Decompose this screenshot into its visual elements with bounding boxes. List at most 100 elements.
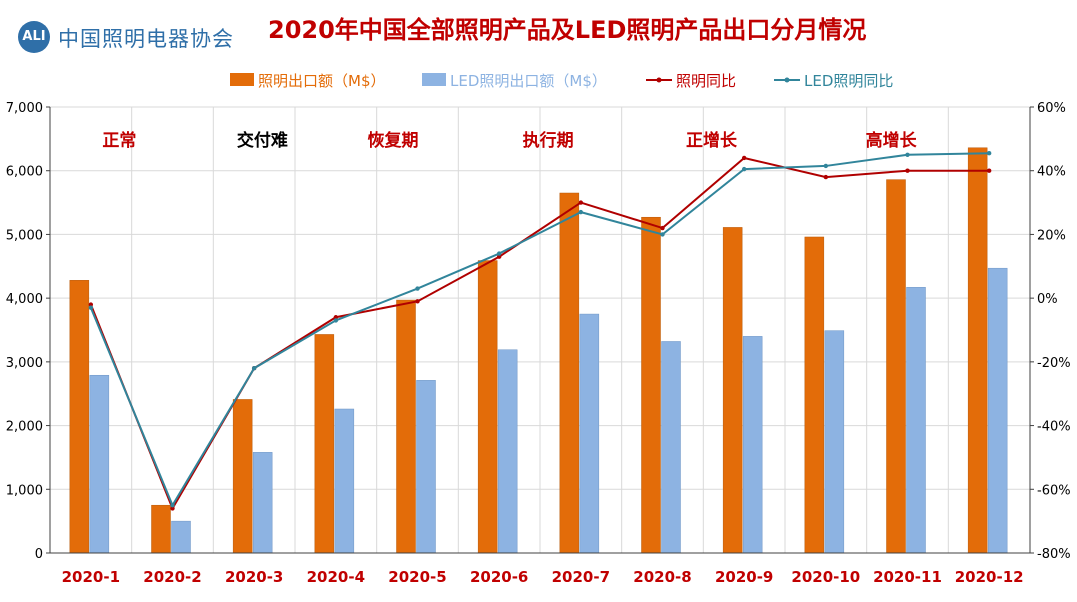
axes: 0 1,000 2,000 3,000 4,000 5,000 6,000 7,000 -80%… bbox=[6, 101, 1071, 586]
left-tick-label: 1,000 bbox=[6, 483, 43, 498]
point-led-yoy bbox=[170, 503, 175, 508]
x-tick-label: 2020-5 bbox=[388, 568, 446, 586]
bar-led-export bbox=[906, 287, 926, 554]
bar-led-export bbox=[89, 374, 110, 554]
x-tick-label: 2020-12 bbox=[955, 568, 1024, 586]
bar-lighting-export bbox=[722, 227, 743, 554]
bar-led-export bbox=[171, 520, 191, 554]
point-led-yoy bbox=[660, 232, 665, 237]
line-led-yoy bbox=[89, 152, 990, 508]
bar-lighting-export bbox=[477, 260, 498, 554]
bar-lighting-export bbox=[151, 504, 171, 554]
point-led-yoy bbox=[333, 318, 339, 323]
bar-lighting-export bbox=[314, 334, 335, 554]
left-tick-label: 5,000 bbox=[6, 228, 43, 243]
legend-swatch bbox=[422, 73, 446, 86]
point-led-yoy bbox=[986, 150, 992, 156]
left-tick-label: 7,000 bbox=[6, 101, 43, 116]
point-lighting-yoy bbox=[88, 302, 94, 307]
x-tick-label: 2020-1 bbox=[62, 568, 120, 586]
bar-lighting-export bbox=[559, 192, 580, 554]
point-lighting-yoy bbox=[741, 155, 747, 161]
bar-led-export bbox=[987, 267, 1008, 554]
left-tick-label: 4,000 bbox=[6, 292, 43, 307]
point-led-yoy bbox=[905, 152, 910, 157]
legend-label: LED照明同比 bbox=[804, 72, 893, 90]
x-tick-label: 2020-4 bbox=[307, 568, 365, 586]
bar-led-export bbox=[661, 341, 681, 554]
point-lighting-yoy bbox=[905, 168, 910, 173]
right-tick-label: 60% bbox=[1037, 101, 1066, 116]
x-tick-label: 2020-9 bbox=[715, 568, 773, 586]
legend-label: 照明出口额（M$） bbox=[258, 72, 386, 90]
point-led-yoy bbox=[823, 163, 829, 169]
bar-led-export bbox=[497, 349, 518, 554]
bar-lighting-export bbox=[69, 280, 90, 554]
x-tick-label: 2020-10 bbox=[791, 568, 860, 586]
x-tick-label: 2020-11 bbox=[873, 568, 942, 586]
left-tick-label: 2,000 bbox=[6, 420, 43, 435]
bar-lighting-export bbox=[886, 179, 906, 554]
bars bbox=[69, 147, 1008, 554]
logo-badge: ALI bbox=[18, 21, 50, 53]
phase-label: 交付难 bbox=[237, 130, 288, 151]
bar-led-export bbox=[742, 336, 763, 554]
point-lighting-yoy bbox=[333, 315, 339, 320]
legend-label: 照明同比 bbox=[676, 72, 736, 90]
right-tick-label: -60% bbox=[1037, 483, 1071, 498]
right-tick-label: -40% bbox=[1037, 420, 1071, 435]
phase-label: 恢复期 bbox=[368, 130, 419, 151]
bar-lighting-export bbox=[967, 147, 988, 554]
phase-label: 正常 bbox=[102, 130, 136, 151]
lines bbox=[88, 150, 992, 511]
legend-marker bbox=[784, 77, 790, 83]
point-lighting-yoy bbox=[415, 299, 420, 304]
right-tick-label: 20% bbox=[1037, 228, 1066, 243]
bar-led-export bbox=[416, 380, 436, 554]
x-tick-label: 2020-2 bbox=[143, 568, 201, 586]
x-tick-label: 2020-7 bbox=[552, 568, 610, 586]
point-lighting-yoy bbox=[170, 506, 175, 511]
legend-swatch bbox=[230, 73, 254, 86]
chart-legend: 照明出口额（M$） LED照明出口额（M$） 照明同比 LED照明同比 bbox=[230, 72, 893, 90]
point-lighting-yoy bbox=[578, 200, 584, 205]
phase-label: 高增长 bbox=[866, 130, 918, 151]
point-led-yoy bbox=[578, 209, 584, 215]
legend-label: LED照明出口额（M$） bbox=[450, 72, 607, 90]
x-tick-label: 2020-6 bbox=[470, 568, 528, 586]
bar-led-export bbox=[824, 330, 845, 554]
point-lighting-yoy bbox=[496, 254, 502, 259]
bar-lighting-export bbox=[804, 236, 825, 554]
left-tick-label: 0 bbox=[35, 547, 43, 562]
point-led-yoy bbox=[741, 166, 747, 172]
right-tick-label: 0% bbox=[1037, 292, 1058, 307]
chart-title: 2020年中国全部照明产品及LED照明产品出口分月情况 bbox=[268, 16, 867, 44]
point-led-yoy bbox=[251, 366, 257, 371]
left-tick-label: 3,000 bbox=[6, 356, 43, 371]
phase-labels: 正常 交付难 恢复期 执行期 正增长 高增长 bbox=[102, 130, 917, 151]
right-tick-label: -20% bbox=[1037, 356, 1071, 371]
point-lighting-yoy bbox=[986, 168, 992, 173]
association-logo: ALI 中国照明电器协会 bbox=[18, 17, 248, 59]
point-lighting-yoy bbox=[823, 174, 829, 180]
right-tick-label: -80% bbox=[1037, 547, 1071, 562]
bar-lighting-export bbox=[641, 216, 661, 554]
point-led-yoy bbox=[88, 305, 94, 310]
bar-lighting-export bbox=[232, 399, 253, 554]
right-tick-label: 40% bbox=[1037, 165, 1066, 180]
x-tick-label: 2020-3 bbox=[225, 568, 283, 586]
left-tick-label: 6,000 bbox=[6, 165, 43, 180]
bar-led-export bbox=[334, 408, 355, 554]
phase-label: 执行期 bbox=[523, 130, 574, 151]
phase-label: 正增长 bbox=[686, 130, 738, 151]
bar-lighting-export bbox=[396, 299, 416, 554]
bar-led-export bbox=[252, 452, 273, 554]
bar-led-export bbox=[579, 313, 600, 554]
legend-marker bbox=[656, 77, 662, 83]
x-tick-label: 2020-8 bbox=[633, 568, 691, 586]
point-led-yoy bbox=[496, 251, 502, 256]
logo-text: 中国照明电器协会 bbox=[58, 27, 234, 51]
point-led-yoy bbox=[415, 286, 420, 291]
gridlines bbox=[49, 106, 1031, 554]
